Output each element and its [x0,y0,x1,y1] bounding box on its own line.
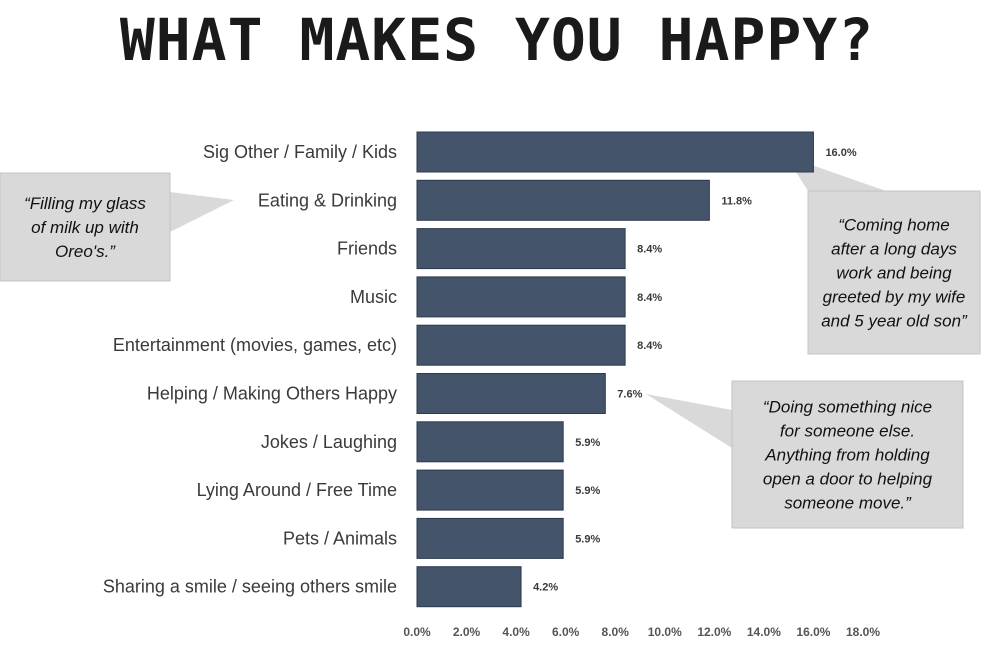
callout-helping-line: open a door to helping [763,470,933,489]
callout-family-line: after a long days [831,240,957,259]
callout-helping-line: someone move.” [784,494,912,513]
bar-4 [416,324,626,366]
callout-helping-box [731,380,964,529]
callout-helping-tail [646,394,732,448]
bar-0 [416,131,814,173]
x-tick-label: 2.0% [453,625,481,639]
category-label: Jokes / Laughing [261,432,397,452]
callout-helping-line: Anything from holding [764,446,930,465]
category-label: Helping / Making Others Happy [147,384,397,404]
x-tick-label: 6.0% [552,625,580,639]
x-tick-label: 14.0% [747,625,781,639]
category-label: Lying Around / Free Time [197,480,397,500]
bar-6 [416,421,564,463]
value-label: 5.9% [575,437,600,449]
callout-eating-line: “Filling my glass [24,194,146,213]
callout-eating-box [0,172,171,282]
bar-9 [416,566,522,608]
value-label: 4.2% [533,582,558,594]
callout-helping-line: for someone else. [780,422,915,441]
bar-8 [416,517,564,559]
callout-family-line: “Coming home [838,216,950,235]
x-tick-label: 0.0% [403,625,431,639]
bars-layer [416,131,814,608]
bar-3 [416,276,626,318]
bar-1 [416,179,710,221]
callout-family-line: work and being [836,264,952,283]
bar-5 [416,373,606,414]
category-label: Pets / Animals [283,528,397,548]
bar-2 [416,228,626,270]
labels-layer: Sig Other / Family / Kids 16.0% Eating & D… [103,142,857,597]
value-label: 11.8% [721,195,752,207]
callout-eating-line: Oreo's.” [55,242,116,261]
callout-family-line: greeted by my wife [823,288,966,307]
x-tick-label: 4.0% [502,625,530,639]
value-label: 8.4% [637,340,662,352]
callout-helping-line: “Doing something nice [763,398,932,417]
callouts-layer: “Filling my glass of milk up with Oreo's.”… [0,156,981,529]
x-tick-label: 10.0% [648,625,682,639]
value-label: 7.6% [617,389,642,401]
value-label: 8.4% [637,292,662,304]
callout-family: “Coming home after a long days work and be… [786,156,981,355]
category-label: Friends [337,239,397,259]
callout-helping: “Doing something nice for someone else. An… [646,380,964,529]
category-label: Eating & Drinking [258,190,397,210]
category-label: Sharing a smile / seeing others smile [103,577,397,597]
callout-family-line: and 5 year old son” [821,312,968,331]
value-label: 5.9% [575,485,600,497]
category-label: Entertainment (movies, games, etc) [113,335,397,355]
value-label: 16.0% [825,147,856,159]
bar-7 [416,469,564,511]
page-title: WHAT MAKES YOU HAPPY? [119,6,875,74]
category-label: Sig Other / Family / Kids [203,142,397,162]
x-tick-label: 8.0% [602,625,630,639]
value-label: 5.9% [575,533,600,545]
callout-eating-tail [170,192,234,232]
value-label: 8.4% [637,244,662,256]
x-tick-label: 18.0% [846,625,880,639]
callout-family-box [807,190,981,355]
x-tick-label: 16.0% [796,625,830,639]
callout-eating: “Filling my glass of milk up with Oreo's.” [0,172,234,282]
x-tick-label: 12.0% [697,625,731,639]
callout-eating-line: of milk up with [31,218,139,237]
x-axis-ticks: 0.0% 2.0% 4.0% 6.0% 8.0% 10.0% 12.0% 14.0% 16.0%… [403,625,880,639]
category-label: Music [350,287,397,307]
